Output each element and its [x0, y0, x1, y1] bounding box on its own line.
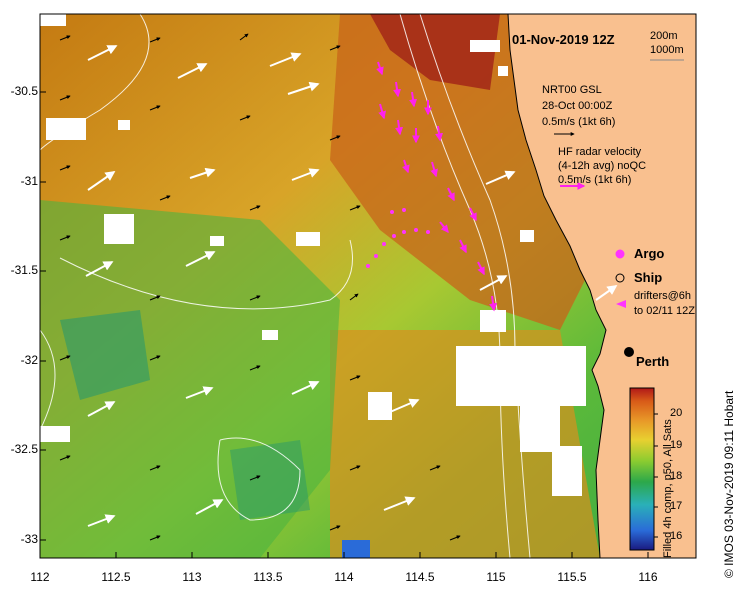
y-tick-label: -32.5 — [10, 442, 38, 456]
colorbar-tick-label: 16 — [670, 530, 683, 542]
teal-patch — [60, 310, 150, 400]
radar-arrows — [376, 61, 586, 312]
x-tick-label: 112 — [30, 570, 50, 584]
x-tick-label: 115 — [486, 570, 506, 584]
perth-marker — [624, 347, 634, 357]
x-tick-label: 113.5 — [253, 570, 283, 584]
argo-symbol — [615, 249, 625, 259]
warm-core-region — [370, 14, 500, 90]
ship-label: Ship — [634, 270, 663, 285]
cloud-gaps — [40, 14, 586, 496]
colorbar-tick-label: 17 — [670, 500, 683, 512]
model-legend-line1: NRT00 GSL — [542, 84, 602, 96]
x-tick-label: 114 — [334, 570, 354, 584]
x-tick-label: 113 — [182, 570, 202, 584]
x-tick-label: 114.5 — [405, 570, 435, 584]
map-title: 01-Nov-2019 12Z — [512, 32, 615, 47]
radar-legend-line3: 0.5m/s (1kt 6h) — [558, 174, 632, 186]
model-legend-line3: 0.5m/s (1kt 6h) — [542, 116, 616, 128]
colorbar-tick-label: 19 — [670, 439, 683, 451]
isobath-legend-1000m: 1000m — [650, 44, 684, 56]
isobath-legend-200m: 200m — [650, 30, 678, 42]
axis-ticks — [39, 91, 649, 558]
colorbar — [629, 387, 655, 551]
blue-patch — [342, 540, 370, 558]
credit-text: © IMOS 03-Nov-2019 09:11 Hobart — [722, 390, 736, 578]
colorbar-title: Filled 4h comp, p50, All Sats — [662, 419, 674, 558]
current-arrows — [85, 45, 618, 527]
teal-patch-2 — [230, 440, 310, 520]
ship-symbol — [615, 273, 625, 283]
argo-label: Argo — [634, 246, 665, 261]
model-legend-line2: 28-Oct 00:00Z — [542, 100, 613, 112]
model-arrows — [59, 33, 461, 541]
y-tick-label: -32 — [20, 353, 38, 367]
y-tick-label: -33 — [20, 532, 38, 546]
y-tick-label: -31.5 — [10, 263, 38, 277]
drifters-label-1: drifters@6h — [634, 290, 692, 302]
x-tick-label: 112.5 — [101, 570, 131, 584]
colorbar-tick-label: 20 — [670, 407, 683, 419]
colorbar-tick-label: 18 — [670, 470, 683, 482]
drifters-label-2: to 02/11 12Z — [634, 305, 695, 317]
x-tick-label: 115.5 — [557, 570, 587, 584]
colorbar-ticks — [654, 413, 658, 538]
x-tick-label: 116 — [638, 570, 658, 584]
radar-legend-line1: HF radar velocity — [558, 146, 642, 158]
drifter-track — [366, 208, 430, 268]
drifter-symbol — [616, 300, 626, 308]
y-tick-label: -30.5 — [10, 84, 38, 98]
perth-label: Perth — [636, 354, 670, 369]
y-tick-label: -31 — [20, 174, 38, 188]
plot-frame — [39, 13, 697, 559]
radar-legend-line2: (4-12h avg) noQC — [558, 160, 647, 172]
